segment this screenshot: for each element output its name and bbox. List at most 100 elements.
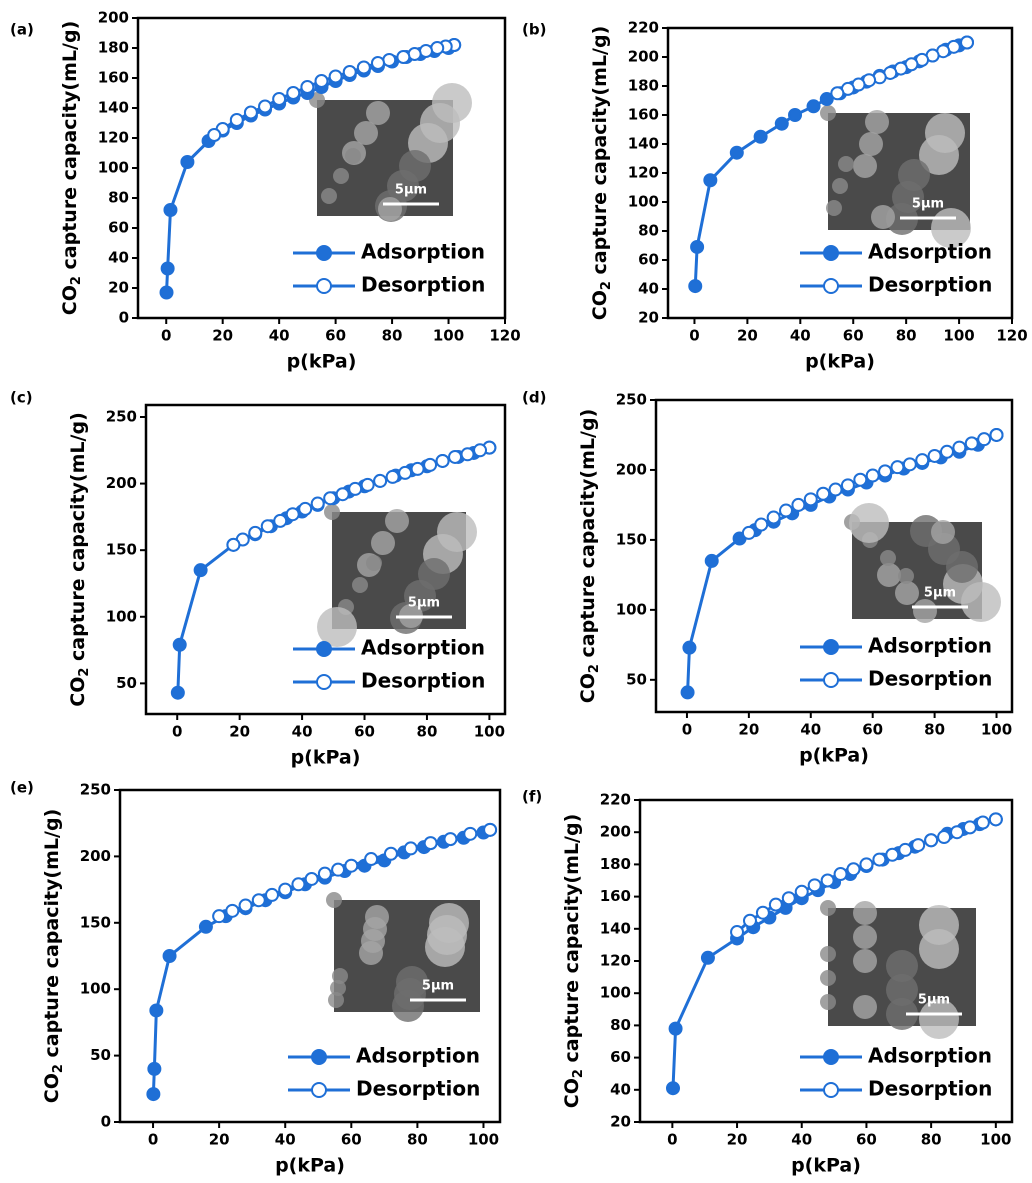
data-point (180, 155, 195, 169)
inset-texture (321, 188, 337, 204)
inset-texture (365, 905, 389, 929)
scale-bar-label: 5μm (422, 979, 454, 994)
data-point (924, 833, 939, 848)
x-tick-label: 80 (921, 1131, 942, 1149)
y-tick-label: 100 (106, 607, 137, 625)
data-point (688, 279, 703, 294)
y-tick-label: 100 (628, 193, 659, 211)
x-tick-label: 100 (981, 721, 1012, 739)
x-tick-label: 80 (417, 723, 438, 741)
y-tick-label: 0 (119, 309, 129, 327)
data-point (360, 477, 375, 492)
x-tick-label: 0 (682, 721, 692, 739)
x-tick-label: 100 (980, 1131, 1011, 1149)
data-point (170, 685, 185, 700)
data-point (162, 949, 177, 963)
panel: (d) 5μm 0 20 40 60 80 100 50 100 150 200 250 p(kPa) CO… (522, 389, 1014, 767)
inset-texture (931, 520, 955, 544)
data-point (300, 80, 315, 94)
y-axis-label-part: capture capacity(mL/g) (589, 26, 611, 281)
data-point (146, 1087, 161, 1102)
inset-texture (317, 607, 357, 647)
data-point (853, 472, 868, 487)
data-point (317, 866, 332, 881)
legend-label: Adsorption (868, 240, 992, 264)
y-axis-label-part: capture capacity(mL/g) (577, 409, 599, 664)
data-point (690, 239, 705, 254)
data-point (348, 481, 363, 496)
inset-texture (332, 968, 348, 984)
data-point (285, 507, 300, 522)
x-tick-label: 120 (489, 327, 520, 345)
y-tick-label: 200 (600, 823, 631, 841)
y-axis-label-part: CO (67, 677, 89, 707)
inset-texture (820, 970, 836, 986)
inset-texture (961, 582, 1001, 622)
y-tick-label: 200 (616, 460, 647, 478)
legend-label: Adsorption (868, 1044, 992, 1068)
data-point (328, 69, 343, 84)
inset-texture (919, 905, 959, 945)
legend-swatch-marker (823, 278, 839, 294)
data-point (950, 825, 965, 840)
data-point (410, 461, 425, 476)
inset-texture (859, 132, 883, 156)
y-tick-label: 150 (616, 530, 647, 548)
y-axis-label-part: CO (59, 285, 81, 315)
data-point (385, 469, 400, 484)
y-tick-label: 140 (600, 919, 631, 937)
data-point (704, 553, 719, 568)
x-tick-label: 60 (843, 327, 864, 345)
y-tick-label: 180 (600, 855, 631, 873)
data-point (665, 1081, 680, 1096)
data-point (885, 847, 900, 862)
data-point (703, 173, 718, 188)
x-tick-label: 100 (433, 327, 464, 345)
x-tick-label: 20 (727, 1131, 748, 1149)
panel-label: (a) (10, 21, 34, 39)
data-point (342, 65, 357, 79)
y-tick-label: 200 (628, 48, 659, 66)
y-tick-label: 40 (610, 1080, 631, 1098)
inset-texture (853, 925, 877, 949)
y-axis-label: CO2 capture capacity(mL/g) (577, 409, 602, 704)
x-tick-label: 100 (474, 723, 505, 741)
y-tick-label: 0 (101, 1113, 111, 1131)
data-point (865, 468, 880, 483)
data-point (396, 50, 411, 64)
inset-texture (838, 156, 854, 172)
inset-texture (378, 197, 402, 221)
data-point (193, 563, 208, 578)
data-point (364, 852, 379, 867)
inset-texture (898, 568, 914, 584)
panel-label: (d) (522, 389, 546, 407)
y-tick-label: 20 (610, 1113, 631, 1131)
scale-bar-label: 5μm (395, 183, 427, 198)
inset-texture (880, 550, 896, 566)
x-tick-label: 20 (209, 1131, 230, 1149)
y-tick-label: 50 (116, 674, 137, 692)
data-point (807, 878, 822, 893)
data-point (423, 836, 438, 851)
data-point (163, 203, 178, 217)
legend-label: Desorption (868, 667, 992, 691)
inset-texture (853, 901, 877, 925)
inset-texture (946, 551, 978, 583)
y-axis-label-part: capture capacity(mL/g) (67, 412, 89, 667)
inset-texture (877, 563, 901, 587)
inset-texture (418, 558, 450, 590)
y-axis-label-part: CO (41, 1073, 63, 1103)
x-axis-label: p(kPa) (791, 1155, 861, 1177)
data-point (291, 877, 306, 892)
x-tick-label: 20 (212, 327, 233, 345)
y-tick-label: 20 (108, 279, 129, 297)
x-tick-label: 40 (269, 327, 290, 345)
x-axis-label: p(kPa) (275, 1155, 345, 1177)
panel-label: (b) (522, 21, 546, 39)
inset-texture (330, 980, 346, 996)
inset-texture (820, 946, 836, 962)
legend-label: Desorption (356, 1077, 480, 1101)
x-tick-label: 0 (667, 1131, 677, 1149)
data-point (977, 432, 992, 447)
